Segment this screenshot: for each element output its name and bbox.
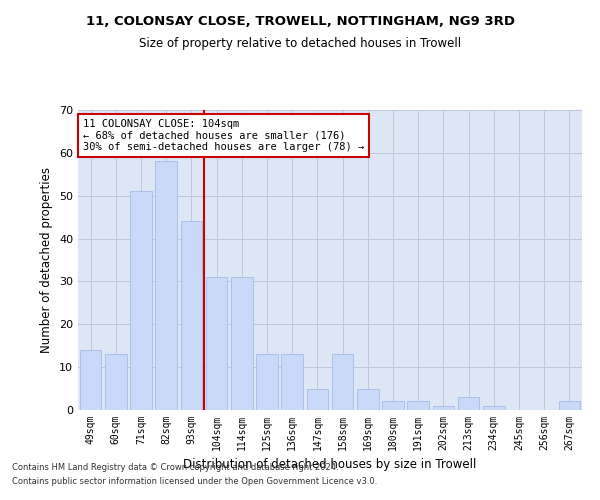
- Bar: [332, 354, 353, 410]
- Text: Contains public sector information licensed under the Open Government Licence v3: Contains public sector information licen…: [12, 477, 377, 486]
- Bar: [80, 350, 101, 410]
- Bar: [307, 388, 328, 410]
- Bar: [458, 397, 479, 410]
- Text: 11, COLONSAY CLOSE, TROWELL, NOTTINGHAM, NG9 3RD: 11, COLONSAY CLOSE, TROWELL, NOTTINGHAM,…: [86, 15, 515, 28]
- Bar: [181, 222, 202, 410]
- Bar: [281, 354, 303, 410]
- Bar: [483, 406, 505, 410]
- Text: Contains HM Land Registry data © Crown copyright and database right 2024.: Contains HM Land Registry data © Crown c…: [12, 464, 338, 472]
- X-axis label: Distribution of detached houses by size in Trowell: Distribution of detached houses by size …: [184, 458, 476, 471]
- Y-axis label: Number of detached properties: Number of detached properties: [40, 167, 53, 353]
- Bar: [206, 277, 227, 410]
- Bar: [256, 354, 278, 410]
- Bar: [130, 192, 152, 410]
- Bar: [559, 402, 580, 410]
- Bar: [105, 354, 127, 410]
- Bar: [407, 402, 429, 410]
- Text: 11 COLONSAY CLOSE: 104sqm
← 68% of detached houses are smaller (176)
30% of semi: 11 COLONSAY CLOSE: 104sqm ← 68% of detac…: [83, 119, 364, 152]
- Text: Size of property relative to detached houses in Trowell: Size of property relative to detached ho…: [139, 38, 461, 51]
- Bar: [231, 277, 253, 410]
- Bar: [382, 402, 404, 410]
- Bar: [433, 406, 454, 410]
- Bar: [357, 388, 379, 410]
- Bar: [155, 162, 177, 410]
